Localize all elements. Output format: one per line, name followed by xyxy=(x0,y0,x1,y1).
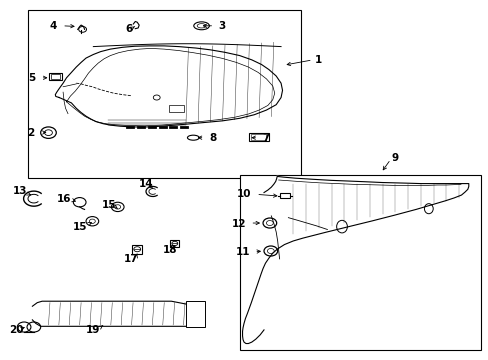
Bar xyxy=(279,193,290,198)
Bar xyxy=(185,301,204,327)
Text: 5: 5 xyxy=(28,73,36,83)
Polygon shape xyxy=(242,176,468,343)
Text: 11: 11 xyxy=(236,247,250,257)
Text: 17: 17 xyxy=(124,254,139,264)
Text: 13: 13 xyxy=(13,186,27,197)
Text: 1: 1 xyxy=(315,55,322,65)
Bar xyxy=(239,175,480,350)
Polygon shape xyxy=(55,46,282,127)
Circle shape xyxy=(153,95,160,100)
Text: 15: 15 xyxy=(72,222,87,231)
Bar xyxy=(249,133,268,141)
Bar xyxy=(51,74,60,78)
Bar xyxy=(251,134,265,140)
Text: 10: 10 xyxy=(237,189,251,199)
Text: 7: 7 xyxy=(262,133,269,143)
Text: 8: 8 xyxy=(208,133,216,143)
Bar xyxy=(168,105,183,112)
Text: 16: 16 xyxy=(57,194,71,204)
Text: 12: 12 xyxy=(231,219,246,229)
Text: 6: 6 xyxy=(125,24,132,35)
Bar xyxy=(132,244,142,253)
Text: 4: 4 xyxy=(50,21,57,31)
Text: 19: 19 xyxy=(86,325,101,335)
Polygon shape xyxy=(32,301,203,326)
Text: 14: 14 xyxy=(139,179,153,189)
Text: 15: 15 xyxy=(102,200,117,210)
Text: 3: 3 xyxy=(218,21,225,31)
Text: 2: 2 xyxy=(27,129,35,138)
Text: 18: 18 xyxy=(163,245,177,255)
Bar xyxy=(49,73,61,80)
Text: 20: 20 xyxy=(9,325,23,335)
Text: 9: 9 xyxy=(391,153,398,163)
Bar xyxy=(27,10,300,178)
Bar xyxy=(170,239,179,247)
